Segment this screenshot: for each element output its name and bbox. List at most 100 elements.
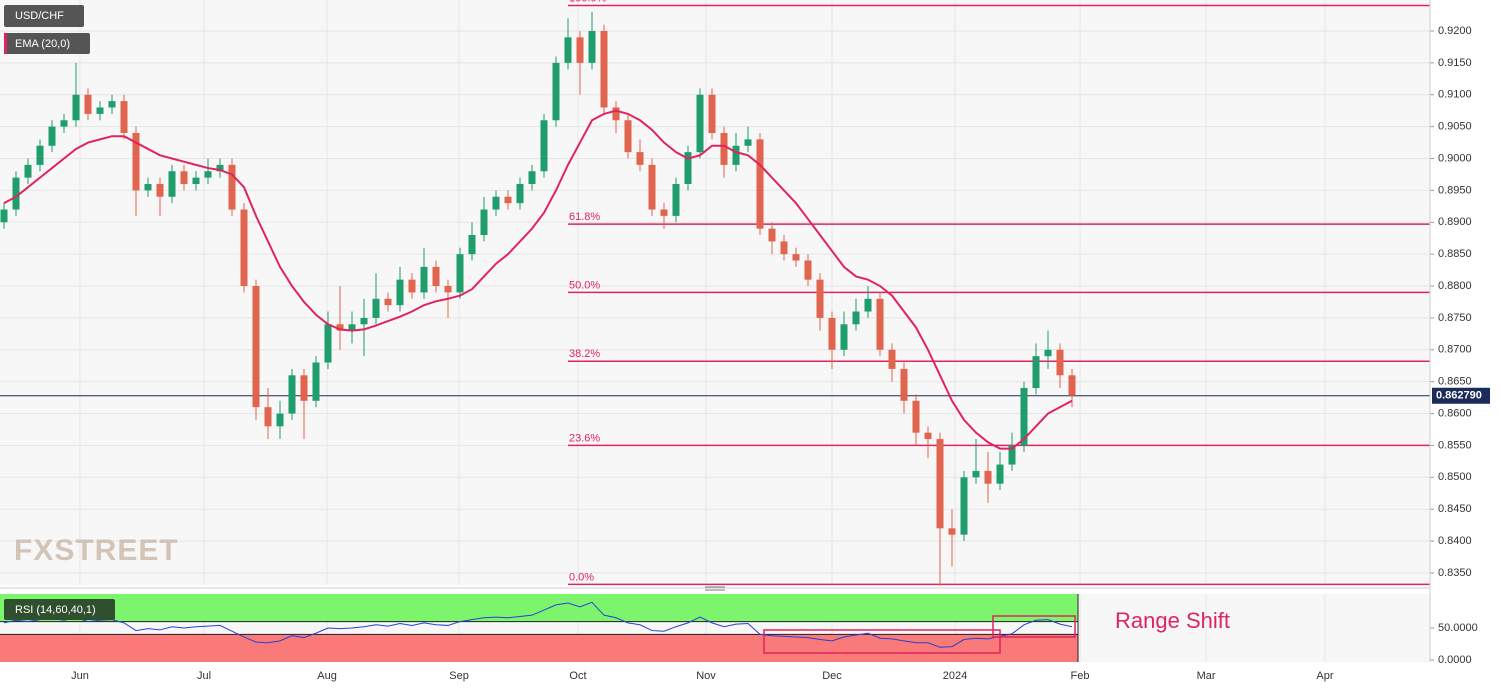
legend-symbol: USD/CHF — [15, 10, 64, 22]
legend-box[interactable] — [4, 33, 90, 54]
candle-body — [252, 286, 260, 408]
candle-body — [1068, 375, 1076, 396]
y-tick-label: 0.8700 — [1438, 344, 1472, 356]
candle-body — [444, 286, 452, 293]
marks: 100.0% 61.8% 50.0% 38.2% 23.6% 0.0% — [0, 0, 1430, 648]
y-tick-label: 0.8750 — [1438, 312, 1472, 324]
y-tick-label: 0.8550 — [1438, 439, 1472, 451]
candle-body — [36, 145, 44, 165]
candle-body — [528, 171, 536, 185]
candle-body — [624, 120, 632, 153]
legend-rsi: RSI (14,60,40,1) — [15, 604, 96, 616]
candle-body — [84, 94, 92, 114]
x-tick-label: Oct — [569, 670, 586, 682]
fib-label: 100.0% — [569, 0, 607, 4]
candle-body — [1032, 356, 1040, 389]
x-tick-label: Nov — [696, 670, 716, 682]
y-tick-label: 0.8400 — [1438, 535, 1472, 547]
candle-body — [228, 164, 236, 210]
candle-body — [768, 228, 776, 242]
candle-body — [516, 184, 524, 204]
candle-body — [1008, 445, 1016, 465]
y-tick-label: 0.9000 — [1438, 152, 1472, 164]
last-price-label: 0.862790 — [1436, 390, 1482, 402]
candle-body — [420, 266, 428, 293]
candle-body — [12, 177, 20, 210]
candle-body — [648, 164, 656, 210]
candle-body — [288, 375, 296, 414]
candle-body — [204, 171, 212, 178]
candle-body — [828, 317, 836, 350]
candle-body — [780, 241, 788, 255]
candle-body — [852, 311, 860, 325]
candle-body — [576, 37, 584, 63]
candle-body — [744, 139, 752, 146]
candle-body — [1044, 349, 1052, 357]
candle-body — [708, 94, 716, 134]
candle-body — [192, 177, 200, 185]
candle-body — [984, 470, 992, 484]
y-tick-label: 0.8950 — [1438, 184, 1472, 196]
y-tick-label: 0.9100 — [1438, 89, 1472, 101]
candle-body — [996, 464, 1004, 484]
candle-body — [396, 279, 404, 306]
candle-body — [348, 324, 356, 331]
highlight-box — [763, 629, 1001, 654]
candle-body — [132, 133, 140, 191]
y-tick-label: 0.9050 — [1438, 121, 1472, 133]
candle-body — [972, 470, 980, 478]
candle-body — [456, 254, 464, 293]
x-tick-label: Aug — [317, 670, 337, 682]
candle-body — [180, 171, 188, 185]
last-price-tag — [1432, 387, 1490, 404]
candle-body — [876, 298, 884, 350]
legend-swatch — [4, 33, 7, 54]
candle-body — [108, 101, 116, 108]
candle-body — [660, 209, 668, 216]
legend-indicator: EMA (20,0) — [15, 38, 70, 50]
candle-body — [948, 528, 956, 535]
candle-body — [792, 254, 800, 261]
x-tick-label: Sep — [449, 670, 469, 682]
fib-label: 61.8% — [569, 211, 600, 223]
candle-body — [612, 107, 620, 121]
candle-body — [888, 349, 896, 369]
candle-body — [900, 368, 908, 401]
candle-body — [720, 133, 728, 165]
candle-body — [564, 37, 572, 63]
overbought-zone — [0, 594, 1079, 622]
candle-body — [924, 432, 932, 440]
candle-body — [696, 94, 704, 153]
candle-body — [0, 209, 8, 223]
candle-body — [672, 184, 680, 216]
candle-body — [864, 298, 872, 312]
candle-body — [156, 184, 164, 197]
candle-body — [540, 120, 548, 172]
legend-box[interactable] — [4, 5, 84, 27]
y-tick-label: 0.8800 — [1438, 280, 1472, 292]
candle-body — [48, 126, 56, 146]
candle-body — [72, 94, 80, 121]
candle-body — [144, 184, 152, 191]
x-tick-label: 2024 — [943, 670, 967, 682]
rsi-line — [3, 601, 1073, 648]
candle-body — [588, 30, 596, 63]
oversold-zone — [0, 634, 1079, 662]
candle-body — [1020, 388, 1028, 446]
fib-label: 38.2% — [569, 348, 600, 360]
candle-body — [216, 164, 224, 172]
x-tick-label: Feb — [1071, 670, 1090, 682]
highlight-box — [992, 615, 1076, 638]
fib-label: 0.0% — [569, 571, 594, 583]
candle-body — [168, 171, 176, 197]
candle-body — [312, 362, 320, 401]
legend-box[interactable] — [4, 599, 115, 620]
rsi-zones — [0, 594, 1079, 662]
candle-body — [1056, 349, 1064, 376]
fib-label: 23.6% — [569, 432, 600, 444]
candle-body — [480, 209, 488, 236]
x-tick-label: Jul — [197, 670, 211, 682]
candle-body — [732, 145, 740, 165]
y-tick-label: 0.8850 — [1438, 248, 1472, 260]
